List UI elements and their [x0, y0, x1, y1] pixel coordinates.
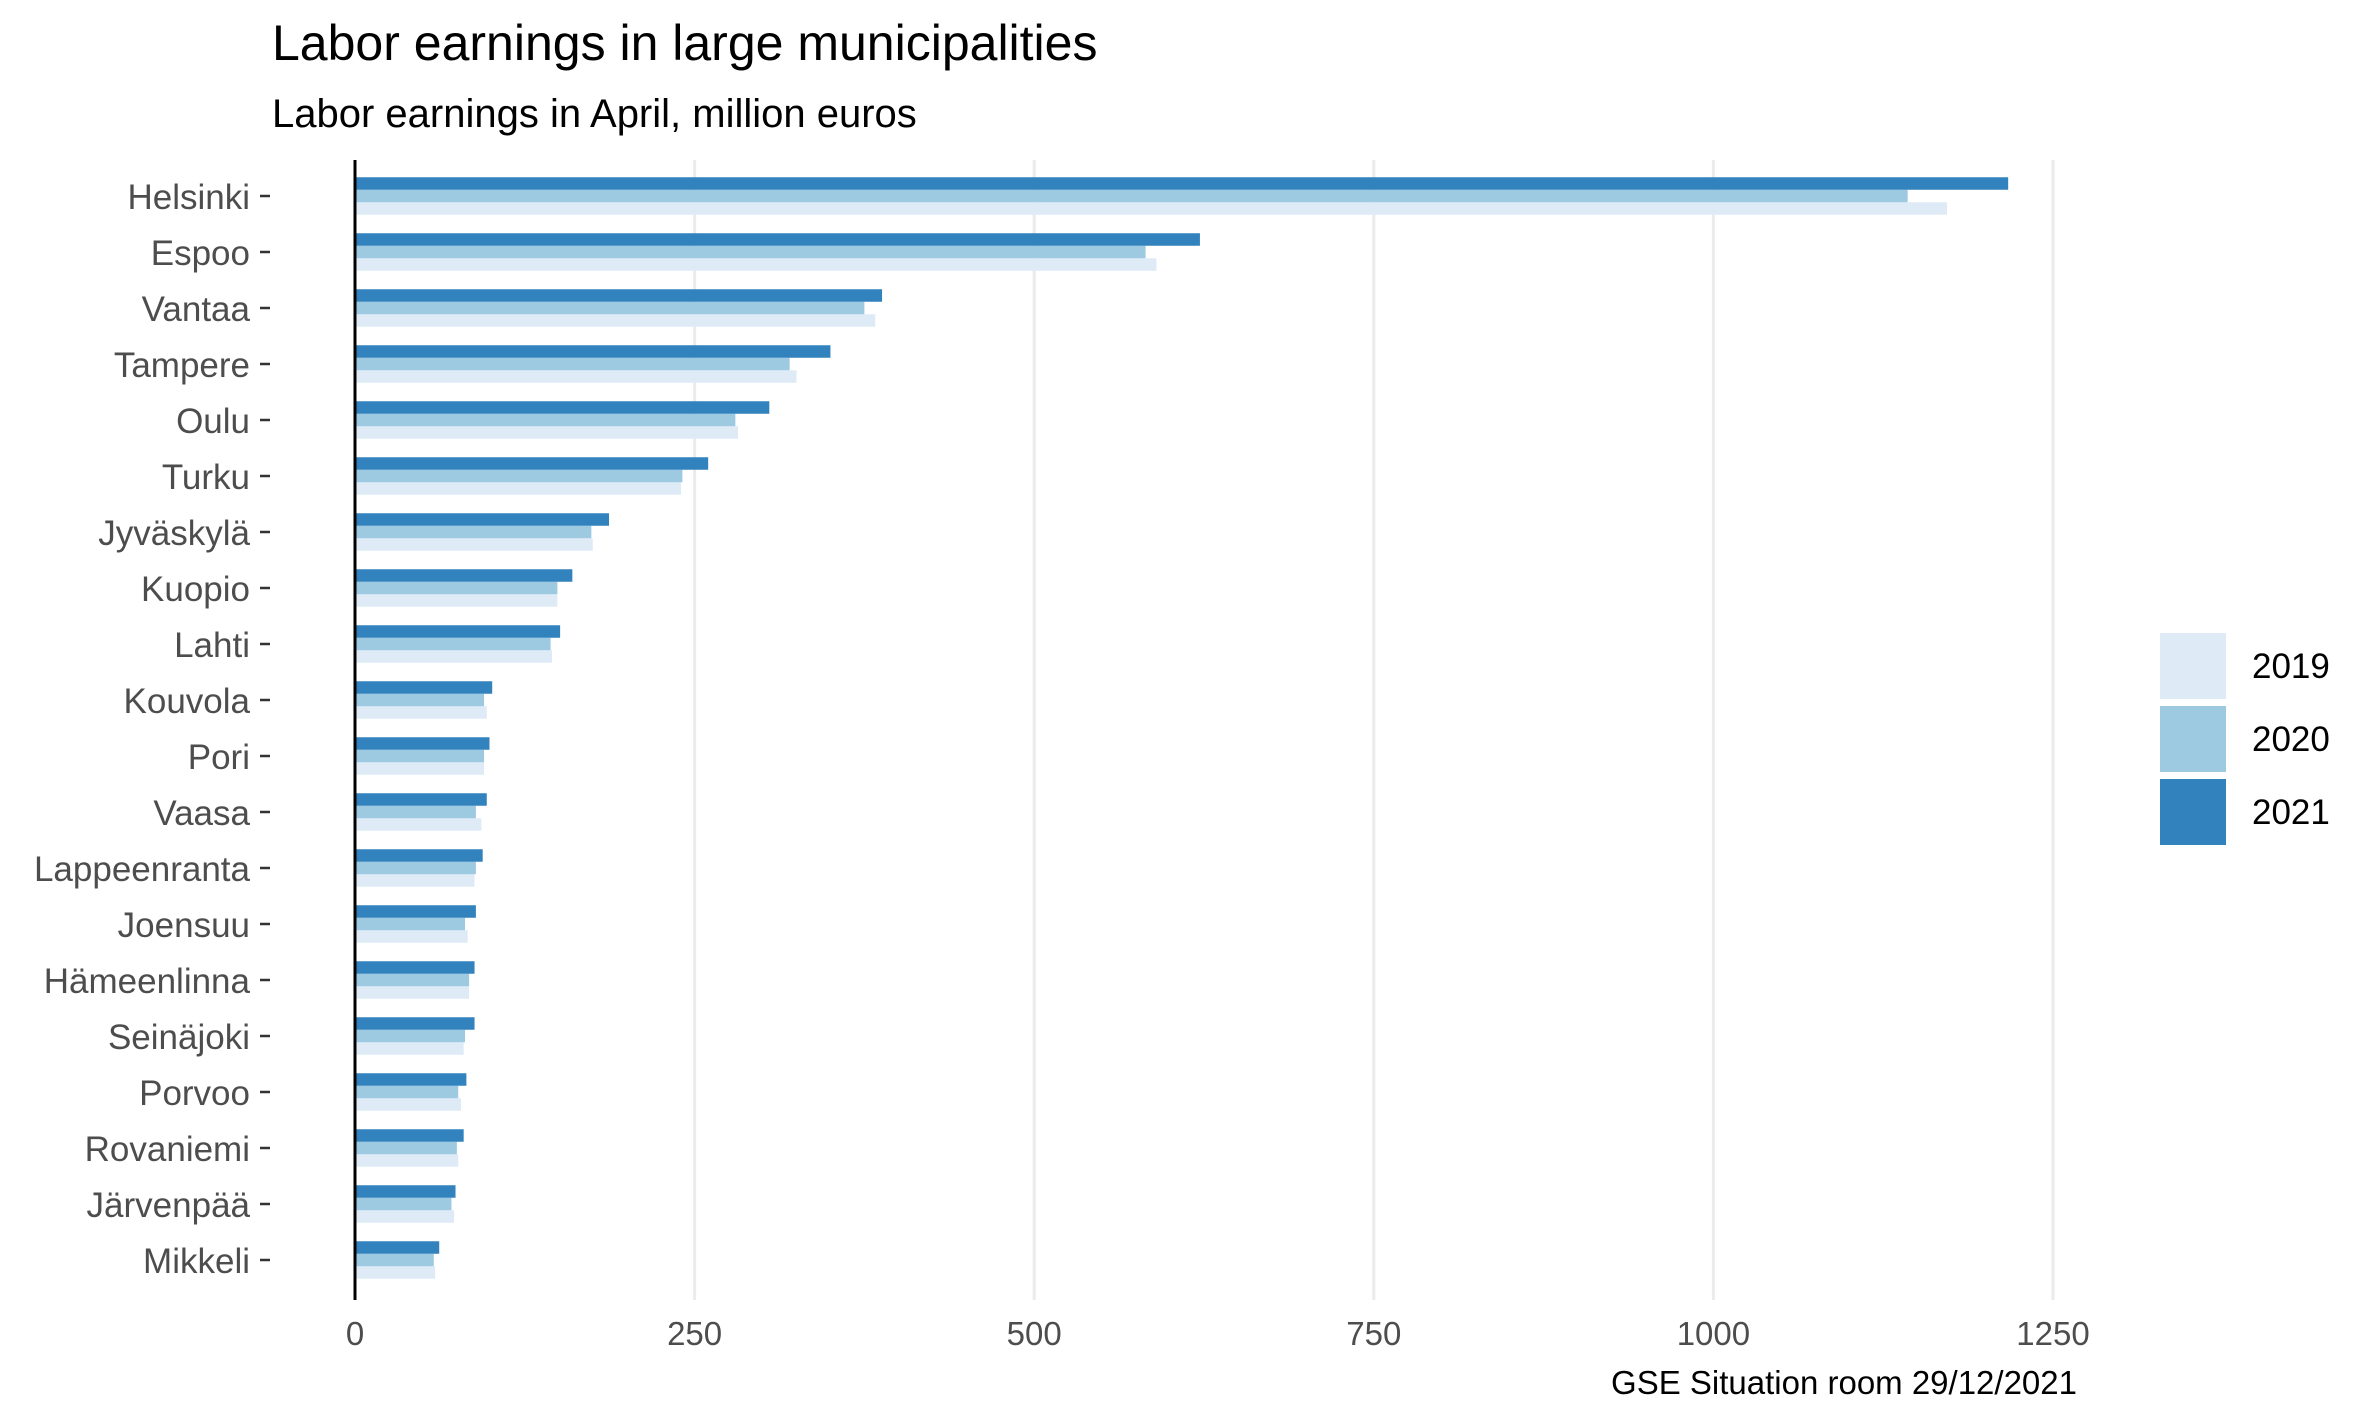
bar — [355, 650, 552, 663]
bar — [355, 917, 466, 931]
bar — [355, 681, 493, 694]
bar — [355, 1073, 467, 1086]
y-tick-label: Rovaniemi — [85, 1130, 250, 1169]
y-tick-label: Oulu — [176, 402, 250, 441]
y-tick-label: Tampere — [114, 346, 250, 385]
bar — [355, 413, 736, 427]
bar — [355, 861, 476, 875]
bar — [355, 301, 865, 315]
bar — [355, 233, 1200, 246]
chart-title: Labor earnings in large municipalities — [272, 15, 1098, 71]
bar — [355, 1253, 434, 1267]
bar — [355, 177, 2009, 190]
bar — [355, 538, 593, 551]
y-tick-label: Lahti — [174, 626, 250, 665]
bar — [355, 706, 487, 719]
legend-label: 2020 — [2252, 720, 2330, 759]
legend-key — [2160, 633, 2226, 699]
bar — [355, 457, 709, 470]
bar — [355, 1017, 475, 1030]
bar — [355, 426, 739, 439]
bar — [355, 314, 876, 327]
bar — [355, 1210, 455, 1223]
bar — [355, 625, 561, 638]
bar — [355, 1029, 466, 1043]
bar — [355, 1185, 456, 1198]
bar — [355, 849, 483, 862]
bar — [355, 805, 476, 819]
y-tick-label: Vantaa — [142, 290, 251, 329]
bar — [355, 401, 770, 414]
bar — [355, 905, 476, 918]
x-tick-label: 250 — [667, 1315, 722, 1352]
bar — [355, 762, 485, 775]
legend-label: 2021 — [2252, 793, 2330, 832]
bar — [355, 370, 797, 383]
bar — [355, 594, 558, 607]
bar — [355, 986, 470, 999]
bar — [355, 469, 683, 483]
y-tick-label: Järvenpää — [87, 1186, 251, 1225]
bar — [355, 749, 485, 763]
bar — [355, 961, 475, 974]
y-tick-label: Kouvola — [124, 682, 251, 721]
y-tick-label: Helsinki — [127, 178, 250, 217]
bar — [355, 930, 468, 943]
bar — [355, 1085, 459, 1099]
x-tick-label: 500 — [1007, 1315, 1062, 1352]
bar — [355, 525, 592, 539]
bar — [355, 482, 682, 495]
bar — [355, 513, 610, 526]
y-tick-label: Mikkeli — [143, 1242, 250, 1281]
y-tick-label: Pori — [188, 738, 250, 777]
bar — [355, 289, 883, 302]
y-tick-label: Hämeenlinna — [44, 962, 251, 1001]
legend-key — [2160, 779, 2226, 845]
y-tick-label: Lappeenranta — [34, 850, 251, 889]
y-tick-label: Kuopio — [141, 570, 250, 609]
bar — [355, 874, 475, 887]
x-tick-label: 0 — [346, 1315, 364, 1352]
y-tick-label: Turku — [162, 458, 250, 497]
bar — [355, 1154, 459, 1167]
bar — [355, 357, 790, 371]
chart-caption: GSE Situation room 29/12/2021 — [1611, 1364, 2077, 1401]
x-tick-label: 1000 — [1677, 1315, 1750, 1352]
bar — [355, 1197, 452, 1211]
bar — [355, 202, 1948, 215]
bar — [355, 1042, 464, 1055]
bar — [355, 245, 1146, 259]
bar — [355, 1266, 436, 1279]
bar — [355, 737, 490, 750]
bar — [355, 637, 551, 651]
y-tick-label: Joensuu — [118, 906, 250, 945]
y-tick-label: Porvoo — [139, 1074, 250, 1113]
bar — [355, 189, 1908, 203]
y-tick-label: Jyväskylä — [98, 514, 250, 553]
x-tick-label: 750 — [1346, 1315, 1401, 1352]
x-tick-label: 1250 — [2016, 1315, 2089, 1352]
legend-label: 2019 — [2252, 647, 2330, 686]
bar — [355, 793, 487, 806]
bar — [355, 1241, 440, 1254]
y-tick-label: Espoo — [151, 234, 250, 273]
bar — [355, 1129, 464, 1142]
bar — [355, 581, 558, 595]
bar — [355, 569, 573, 582]
bar — [355, 693, 485, 707]
bar — [355, 258, 1157, 271]
bar — [355, 345, 831, 358]
y-tick-label: Vaasa — [153, 794, 250, 833]
bar — [355, 1098, 461, 1111]
bar — [355, 1141, 457, 1155]
legend-key — [2160, 706, 2226, 772]
y-tick-label: Seinäjoki — [108, 1018, 250, 1057]
chart-subtitle: Labor earnings in April, million euros — [272, 92, 917, 136]
bar — [355, 818, 482, 831]
bar — [355, 973, 470, 987]
